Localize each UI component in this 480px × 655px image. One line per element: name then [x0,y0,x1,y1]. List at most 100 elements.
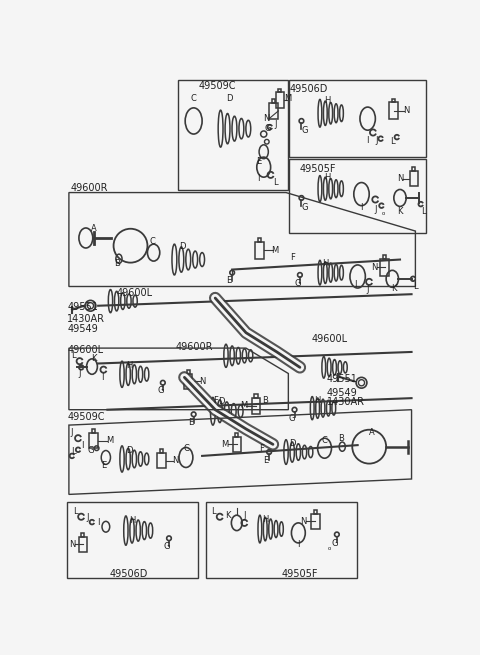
Bar [311,514,320,529]
Text: I: I [257,174,260,183]
Text: J: J [78,369,81,378]
Bar [187,369,190,373]
Text: D: D [126,446,132,455]
Bar [289,159,426,233]
Bar [67,502,198,578]
Text: 49506D: 49506D [110,569,148,579]
Bar [383,255,386,259]
Text: F: F [290,253,295,262]
Text: N: N [70,540,76,549]
Bar [255,242,264,259]
Text: E: E [256,157,261,166]
Text: B: B [338,434,344,443]
Text: K: K [91,354,96,363]
Text: 49600L: 49600L [311,334,347,344]
Text: 49600L: 49600L [67,345,104,354]
Text: K: K [397,206,403,215]
Bar [389,102,398,119]
Text: K: K [225,512,230,521]
Bar [252,398,260,413]
Text: B: B [262,396,268,405]
Text: 49600L: 49600L [117,288,153,297]
Bar [269,103,278,119]
Text: M: M [240,402,247,410]
Bar [254,394,258,398]
Bar [314,510,317,514]
Text: N: N [372,263,378,272]
Text: M: M [284,94,291,103]
Text: C: C [183,443,189,453]
Bar [289,80,426,157]
Text: H: H [314,396,321,405]
Text: H: H [130,516,136,525]
Text: 49509C: 49509C [198,81,236,91]
Text: C: C [191,94,197,103]
Text: H: H [324,96,330,105]
Text: G: G [294,279,301,288]
Bar [412,167,415,171]
Text: J: J [376,136,378,145]
Text: M: M [271,246,278,255]
Text: F: F [213,396,217,405]
Text: G: G [157,386,164,395]
Text: 49506D: 49506D [289,84,327,94]
Text: 1430AR: 1430AR [67,314,105,324]
Text: 49600R: 49600R [175,341,213,352]
Text: C: C [149,237,155,246]
Text: A: A [91,224,96,233]
Text: A: A [369,428,374,438]
Text: L: L [73,507,77,516]
Text: M: M [106,436,113,445]
Text: L: L [71,351,76,360]
Text: o: o [327,546,331,551]
Text: D: D [218,398,225,407]
Text: E: E [101,460,106,470]
Bar [89,433,98,448]
Text: D: D [289,439,296,448]
Bar [278,88,281,92]
Text: J: J [366,285,369,294]
Text: 49505F: 49505F [282,569,318,579]
Text: N: N [397,174,403,183]
Text: F: F [259,443,264,453]
Text: J: J [71,428,73,438]
Text: H: H [324,173,330,181]
Text: J: J [86,513,89,522]
Text: 49600R: 49600R [71,183,108,193]
Bar [380,259,389,276]
Text: H: H [322,259,328,268]
Bar [184,373,192,389]
Text: E: E [227,276,232,285]
Bar [258,238,262,242]
Bar [232,437,241,452]
Text: N: N [199,377,205,386]
Text: L: L [273,178,277,187]
Text: N: N [403,107,409,115]
Text: G: G [163,542,170,552]
Text: K: K [391,284,396,293]
Text: M: M [222,440,229,449]
Text: G: G [331,539,338,548]
Text: I: I [354,280,357,289]
Text: C: C [322,436,327,445]
Bar [409,171,418,187]
Text: 49509C: 49509C [67,413,105,422]
Text: H: H [262,515,268,523]
Text: I: I [360,204,363,212]
Text: 49551: 49551 [327,374,358,384]
Bar [79,536,87,552]
Text: G: G [301,126,308,135]
Text: 49549: 49549 [327,388,358,398]
Text: N: N [300,517,307,526]
Text: 49551: 49551 [67,301,98,312]
Text: I: I [101,373,103,382]
Bar [157,453,166,468]
Text: I: I [97,518,99,527]
Bar [178,80,288,190]
Text: J: J [274,121,276,129]
Bar [92,429,95,433]
Text: N: N [172,456,179,465]
Text: L: L [71,447,76,456]
Text: E: E [264,456,269,465]
Bar [81,533,84,536]
